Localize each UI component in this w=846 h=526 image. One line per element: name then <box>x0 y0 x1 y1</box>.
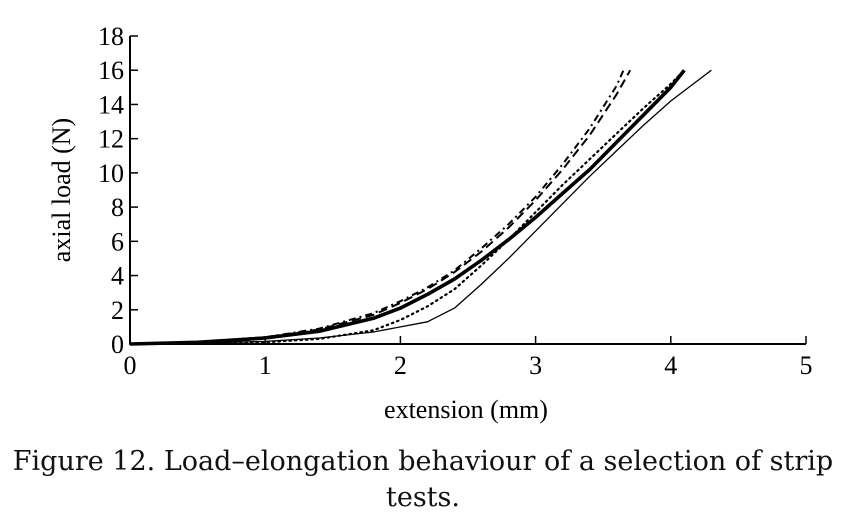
plot-area <box>128 69 712 346</box>
series-line-thick-solid <box>129 69 686 346</box>
y-tick-label: 12 <box>98 125 124 154</box>
x-axis-label: extension (mm) <box>384 395 548 424</box>
x-tick-label: 2 <box>394 351 407 380</box>
x-tick-label: 1 <box>259 351 272 380</box>
x-tick-label: 0 <box>124 351 137 380</box>
y-axis-label: axial load (N) <box>47 118 76 262</box>
y-tick-label: 2 <box>111 296 124 325</box>
series-line-dash-dot <box>129 69 625 345</box>
caption-line-1: Figure 12. Load–elongation behaviour of … <box>12 446 834 477</box>
series-line-dotted <box>128 69 686 346</box>
x-tick-label: 3 <box>529 351 542 380</box>
y-tick-label: 10 <box>98 159 124 188</box>
y-tick-label: 6 <box>111 227 124 256</box>
y-tick-label: 0 <box>111 330 124 359</box>
y-tick-label: 14 <box>98 90 124 119</box>
x-tick-label: 4 <box>664 351 677 380</box>
figure-caption: Figure 12. Load–elongation behaviour of … <box>0 444 846 516</box>
y-tick-label: 8 <box>111 193 124 222</box>
x-tick-label: 5 <box>800 351 813 380</box>
y-tick-label: 4 <box>111 262 124 291</box>
y-tick-label: 16 <box>98 56 124 85</box>
series-line-dashed <box>129 69 632 345</box>
series-line-thin-solid <box>129 69 712 345</box>
caption-line-2: tests. <box>386 482 460 513</box>
y-tick-label: 18 <box>98 22 124 51</box>
